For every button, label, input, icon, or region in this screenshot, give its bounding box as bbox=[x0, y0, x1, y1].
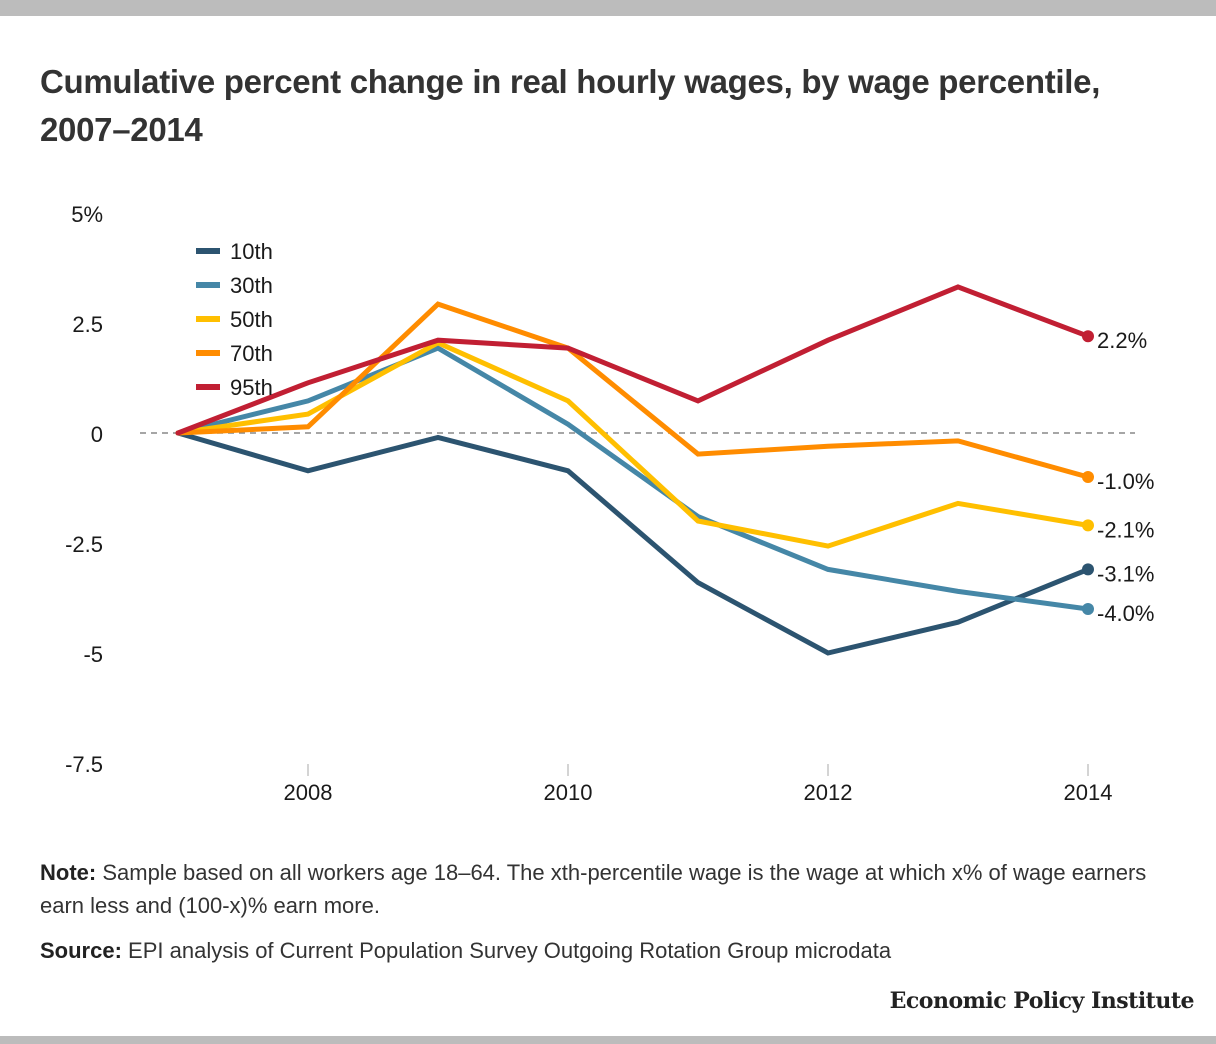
chart-note: Note: Sample based on all workers age 18… bbox=[40, 856, 1160, 922]
legend-label: 30th bbox=[230, 273, 273, 298]
end-point-50th bbox=[1082, 519, 1094, 532]
series-line-95th bbox=[175, 284, 1091, 436]
series-line-10th bbox=[175, 430, 1091, 656]
legend-item-30th: 30th bbox=[196, 273, 273, 298]
legend-label: 95th bbox=[230, 375, 273, 400]
x-tick-label: 2012 bbox=[804, 780, 853, 805]
epi-logo: Economic Policy Institute bbox=[889, 988, 1195, 1014]
top-border-bar bbox=[0, 0, 1216, 16]
x-tick-label: 2008 bbox=[284, 780, 333, 805]
series-10th: -3.1% bbox=[175, 430, 1154, 656]
end-label-10th: -3.1% bbox=[1097, 561, 1154, 586]
series-70th: -1.0% bbox=[175, 301, 1154, 494]
series-30th: -4.0% bbox=[175, 345, 1154, 626]
end-label-30th: -4.0% bbox=[1097, 601, 1154, 626]
end-point-10th bbox=[1082, 563, 1094, 576]
series-line-30th bbox=[175, 345, 1091, 612]
chart-title: Cumulative percent change in real hourly… bbox=[40, 63, 1101, 148]
note-text: Sample based on all workers age 18–64. T… bbox=[40, 860, 1147, 918]
y-tick-label: -7.5 bbox=[65, 752, 103, 777]
legend-item-95th: 95th bbox=[196, 375, 273, 400]
end-label-70th: -1.0% bbox=[1097, 469, 1154, 494]
series-lines: -3.1% -4.0% -2.1% -1.0% 2.2% bbox=[175, 284, 1154, 656]
x-tick-label: 2010 bbox=[544, 780, 593, 805]
end-point-70th bbox=[1082, 471, 1094, 483]
chart-source: Source: EPI analysis of Current Populati… bbox=[40, 934, 1160, 967]
legend-label: 10th bbox=[230, 239, 273, 264]
y-tick-label: -5 bbox=[83, 642, 103, 667]
legend: 10th 30th 50th 70th 95th bbox=[196, 239, 273, 400]
y-tick-label: 0 bbox=[91, 422, 103, 447]
y-tick-label: 5% bbox=[71, 202, 103, 227]
line-chart: 5%2.50-2.5-5-7.5 2008 2010 2012 2014 -3.1%-… bbox=[65, 202, 1154, 805]
y-axis: 5% 2.5 0 -2.5 -5 -7.5 bbox=[65, 202, 103, 777]
end-point-95th bbox=[1082, 330, 1094, 343]
series-50th: -2.1% bbox=[175, 340, 1154, 549]
end-label-50th: -2.1% bbox=[1097, 517, 1154, 542]
legend-label: 50th bbox=[230, 307, 273, 332]
end-label-95th: 2.2% bbox=[1097, 328, 1147, 353]
end-point-30th bbox=[1082, 603, 1094, 615]
series-line-70th bbox=[175, 301, 1091, 480]
legend-item-70th: 70th bbox=[196, 341, 273, 366]
note-label: Note: bbox=[40, 860, 97, 885]
legend-item-50th: 50th bbox=[196, 307, 273, 332]
legend-item-10th: 10th bbox=[196, 239, 273, 264]
source-label: Source: bbox=[40, 938, 122, 963]
y-tick-label: 2.5 bbox=[72, 312, 103, 337]
series-line-50th bbox=[175, 340, 1091, 549]
x-axis: 2008 2010 2012 2014 bbox=[284, 764, 1113, 805]
x-tick-label: 2014 bbox=[1064, 780, 1113, 805]
y-tick-label: -2.5 bbox=[65, 532, 103, 557]
legend-label: 70th bbox=[230, 341, 273, 366]
bottom-border-bar bbox=[0, 1036, 1216, 1044]
source-text: EPI analysis of Current Population Surve… bbox=[121, 938, 892, 963]
series-95th: 2.2% bbox=[175, 284, 1147, 436]
